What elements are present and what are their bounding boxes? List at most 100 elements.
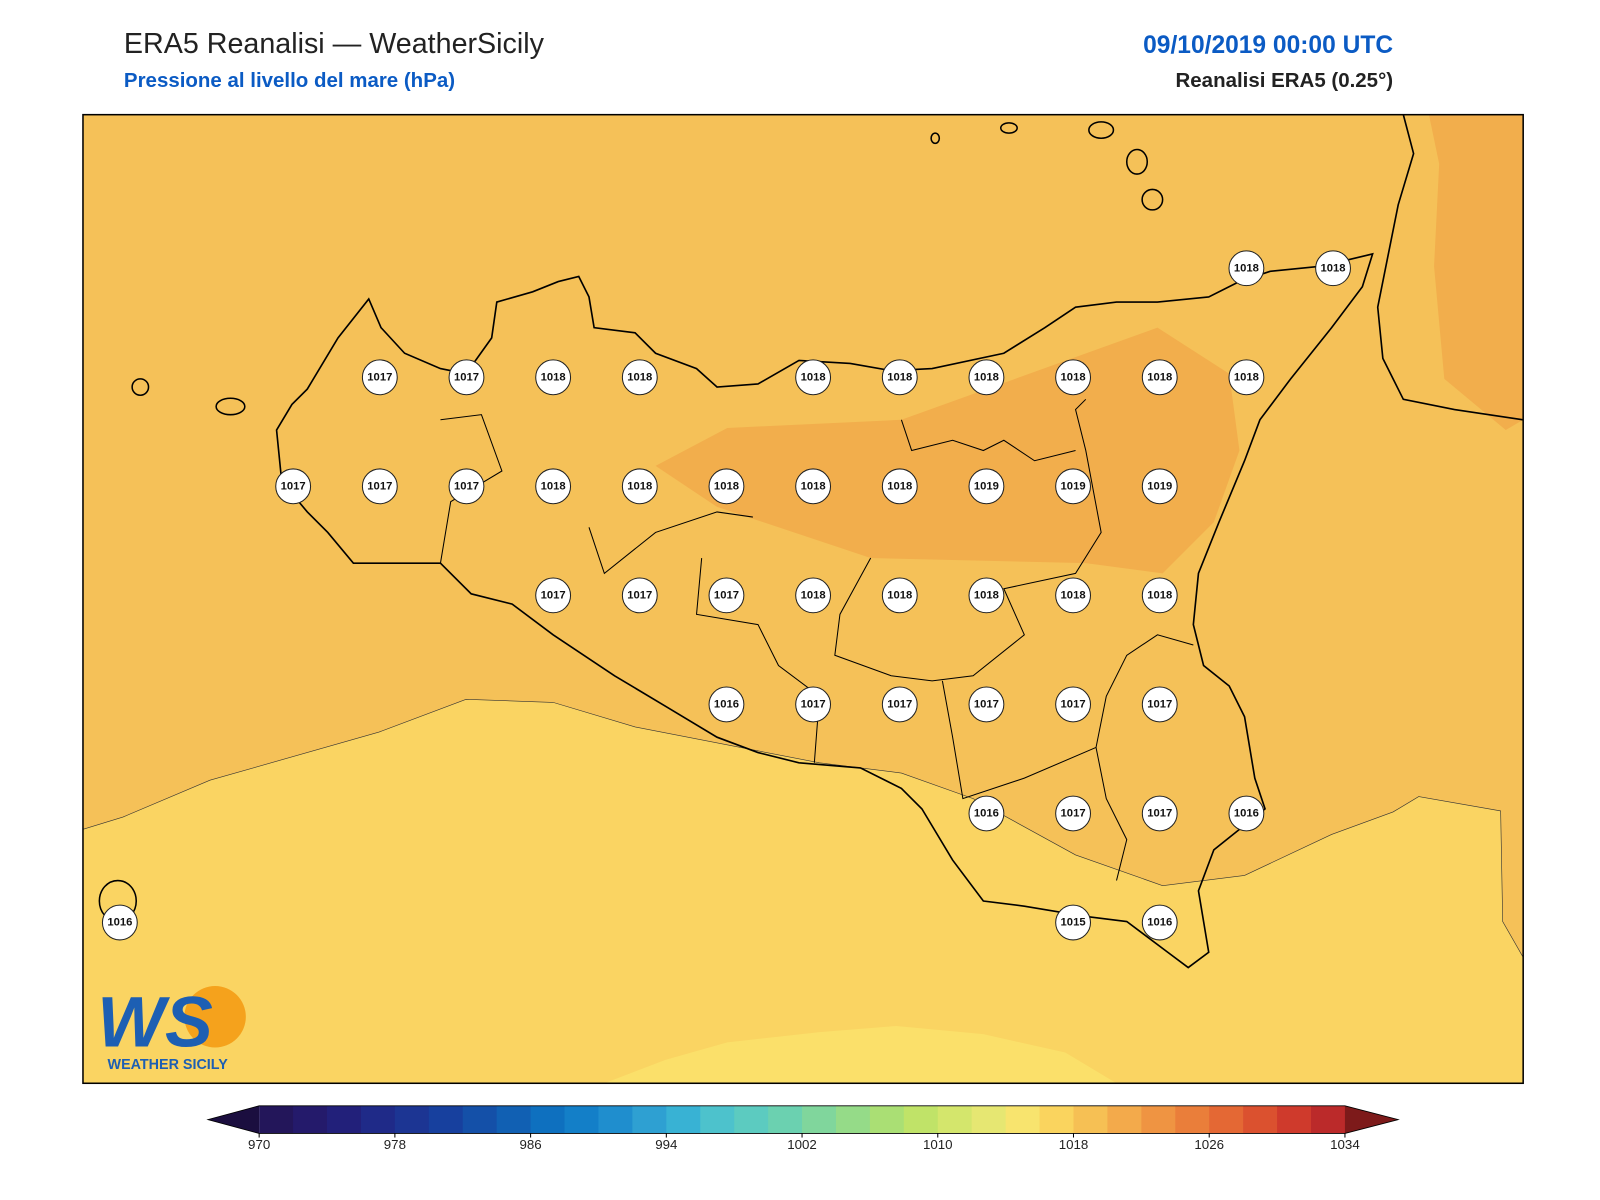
station-marker <box>621 359 658 396</box>
station-marker <box>1055 468 1092 505</box>
colorbar-bin <box>700 1105 735 1134</box>
map-frame <box>82 113 1524 1085</box>
station-value: 1017 <box>1061 807 1086 819</box>
station: 1017 <box>708 577 745 614</box>
station-marker <box>1141 904 1178 941</box>
station-marker <box>1228 250 1265 287</box>
station-value: 1018 <box>541 480 566 492</box>
station-value: 1017 <box>1147 807 1172 819</box>
station-marker <box>1055 359 1092 396</box>
station: 1017 <box>361 359 398 396</box>
station-value: 1018 <box>974 371 999 383</box>
station: 1016 <box>968 795 1005 832</box>
station-value: 1017 <box>801 698 826 710</box>
station-marker <box>535 359 572 396</box>
colorbar-tick-label: 1026 <box>1194 1137 1224 1152</box>
station-value: 1018 <box>1321 262 1346 274</box>
station-marker <box>708 468 745 505</box>
station-marker <box>1141 686 1178 723</box>
station: 1018 <box>1228 250 1265 287</box>
station-marker <box>361 359 398 396</box>
station-marker <box>448 359 485 396</box>
station-value: 1017 <box>887 698 912 710</box>
station-value: 1016 <box>107 917 132 929</box>
colorbar-bin <box>666 1105 701 1134</box>
logo-mark: WS <box>97 982 213 1062</box>
station: 1018 <box>881 468 918 505</box>
colorbar-tick-label: 978 <box>384 1137 406 1152</box>
station-value: 1018 <box>1234 262 1259 274</box>
station-value: 1016 <box>714 698 739 710</box>
station-value: 1016 <box>1234 807 1259 819</box>
station-marker <box>621 468 658 505</box>
station: 1017 <box>1055 686 1092 723</box>
station-value: 1017 <box>281 480 306 492</box>
station-value: 1018 <box>801 480 826 492</box>
coastline <box>275 252 1374 969</box>
station-value: 1019 <box>974 480 999 492</box>
station: 1019 <box>968 468 1005 505</box>
station-marker <box>968 577 1005 614</box>
station: 1017 <box>535 577 572 614</box>
station-value: 1018 <box>1147 589 1172 601</box>
station-marker <box>968 686 1005 723</box>
colorbar-bin <box>462 1105 498 1134</box>
station-marker <box>361 468 398 505</box>
colorbar-bin <box>1039 1105 1075 1134</box>
station: 1018 <box>535 468 572 505</box>
station-value: 1018 <box>801 589 826 601</box>
station: 1017 <box>621 577 658 614</box>
colorbar-bin <box>802 1105 837 1134</box>
station-marker <box>448 468 485 505</box>
colorbar-under <box>207 1105 260 1134</box>
station-value: 1017 <box>367 480 392 492</box>
station: 1017 <box>1055 795 1092 832</box>
station-value: 1018 <box>887 371 912 383</box>
station: 1018 <box>621 468 658 505</box>
colorbar-tick-label: 1034 <box>1330 1137 1360 1152</box>
colorbar-bin <box>1209 1105 1244 1134</box>
colorbar-bin <box>734 1105 769 1134</box>
colorbar-bin <box>259 1105 294 1134</box>
station-value: 1018 <box>541 371 566 383</box>
station-marker <box>795 468 832 505</box>
colorbar-bin <box>1243 1105 1278 1134</box>
station-value: 1016 <box>974 807 999 819</box>
station-marker <box>968 795 1005 832</box>
station-marker <box>881 577 918 614</box>
station: 1018 <box>1228 359 1265 396</box>
station: 1017 <box>361 468 398 505</box>
station: 1018 <box>968 359 1005 396</box>
station: 1017 <box>448 359 485 396</box>
station-value: 1018 <box>801 371 826 383</box>
station-marker <box>1141 359 1178 396</box>
colorbar: 970 978 986 994 1002 1010 1018 1026 1034 <box>206 1105 1400 1152</box>
station-value: 1018 <box>714 480 739 492</box>
station-marker <box>1315 250 1351 287</box>
colorbar-bin <box>1005 1105 1041 1134</box>
station-marker <box>708 577 745 614</box>
station: 1017 <box>795 686 832 723</box>
station: 1016 <box>1141 904 1178 941</box>
station: 1017 <box>968 686 1005 723</box>
station-marker <box>1055 904 1092 941</box>
colorbar-bin <box>428 1105 464 1134</box>
colorbar-bin <box>768 1105 803 1134</box>
station: 1017 <box>1141 686 1178 723</box>
colorbar-tick-label: 970 <box>248 1137 270 1152</box>
station-value: 1017 <box>627 589 652 601</box>
station-marker <box>708 686 745 723</box>
station: 1017 <box>1141 795 1178 832</box>
station-marker <box>621 577 658 614</box>
colorbar-bin <box>1175 1105 1210 1134</box>
station: 1018 <box>881 359 918 396</box>
station-marker <box>968 468 1005 505</box>
colorbar-bin <box>394 1105 430 1134</box>
station-value: 1017 <box>714 589 739 601</box>
station-value: 1018 <box>1061 589 1086 601</box>
colorbar-bin <box>1141 1105 1176 1134</box>
colorbar-tick-label: 1010 <box>923 1137 953 1152</box>
colorbar-over <box>1344 1105 1399 1134</box>
